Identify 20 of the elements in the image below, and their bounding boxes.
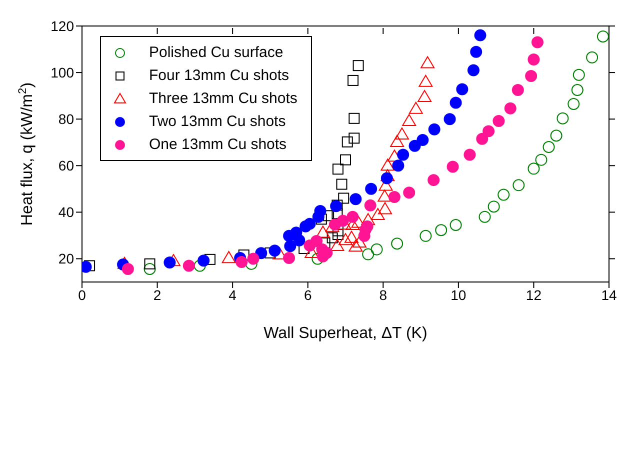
y-tick-label: 60 [58, 158, 74, 174]
x-tick-label: 0 [78, 286, 86, 303]
x-tick-label: 6 [304, 286, 312, 303]
y-tick-label: 100 [50, 64, 74, 81]
x-tick-label: 14 [601, 286, 617, 303]
legend-label: Four 13mm Cu shots [149, 67, 290, 84]
x-tick-label: 2 [153, 286, 162, 303]
x-tick-label: 12 [526, 286, 542, 303]
x-tick-label: 10 [450, 286, 466, 303]
legend-label: Three 13mm Cu shots [149, 90, 298, 107]
legend-label: Polished Cu surface [149, 44, 284, 61]
y-tick-label: 80 [58, 111, 74, 128]
legend-label: One 13mm Cu shots [149, 136, 287, 153]
y-tick-label: 20 [58, 250, 74, 267]
x-tick-label: 4 [228, 286, 237, 303]
x-axis-title: Wall Superheat, ΔT (K) [264, 325, 428, 342]
legend-label: Two 13mm Cu shots [149, 113, 286, 130]
y-tick-label: 40 [58, 204, 74, 220]
y-tick-label: 120 [50, 18, 74, 34]
x-tick-label: 8 [379, 286, 388, 303]
